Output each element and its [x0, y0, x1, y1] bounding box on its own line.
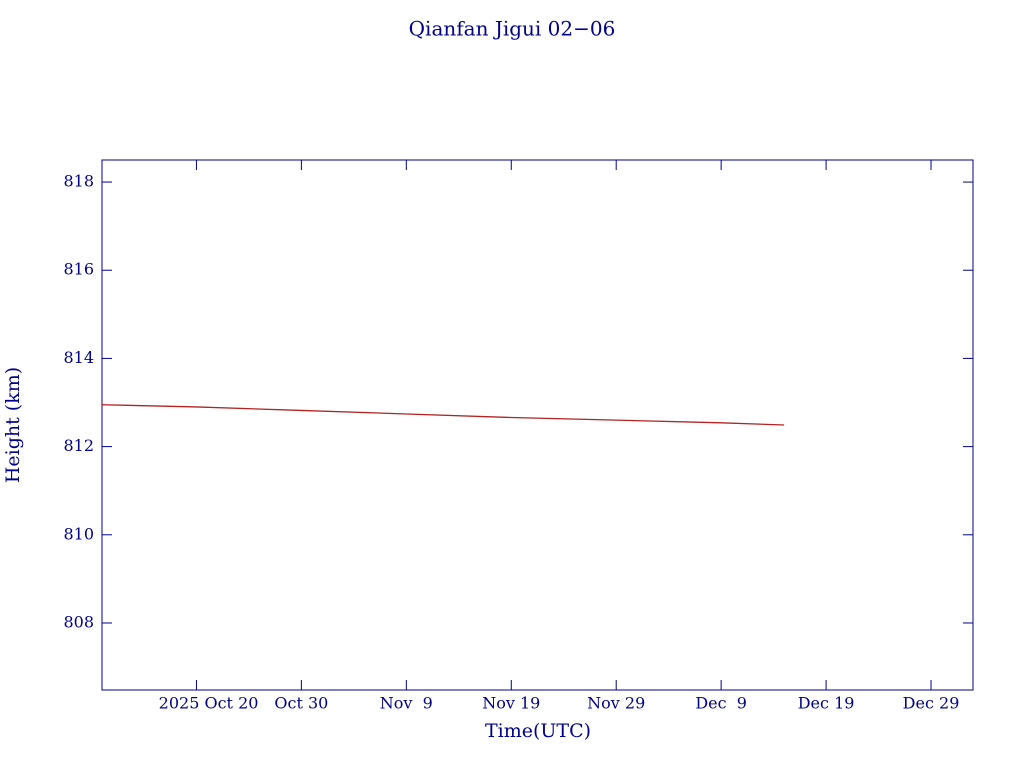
x-tick-label: Oct 30 — [274, 694, 328, 713]
y-tick-label: 812 — [63, 436, 94, 455]
x-tick-label: Nov 19 — [482, 694, 540, 713]
y-tick-label: 810 — [63, 524, 94, 543]
y-tick-label: 816 — [63, 260, 94, 279]
y-tick-label: 818 — [63, 172, 94, 191]
x-tick-label: Nov 29 — [587, 694, 645, 713]
y-tick-label: 814 — [63, 348, 94, 367]
y-axis-label: Height (km) — [2, 367, 24, 483]
x-tick-label: Dec 19 — [798, 694, 855, 713]
plot-frame — [101, 159, 974, 691]
x-tick-label: Dec 29 — [903, 694, 960, 713]
x-tick-label: Dec 9 — [695, 694, 747, 713]
x-tick-label: Nov 9 — [380, 694, 433, 713]
y-tick-label: 808 — [63, 612, 94, 631]
chart-title: Qianfan Jigui 02−06 — [409, 17, 616, 41]
data-line — [101, 404, 785, 426]
x-axis-label: Time(UTC) — [485, 720, 591, 742]
x-tick-label: 2025 Oct 20 — [159, 694, 259, 713]
